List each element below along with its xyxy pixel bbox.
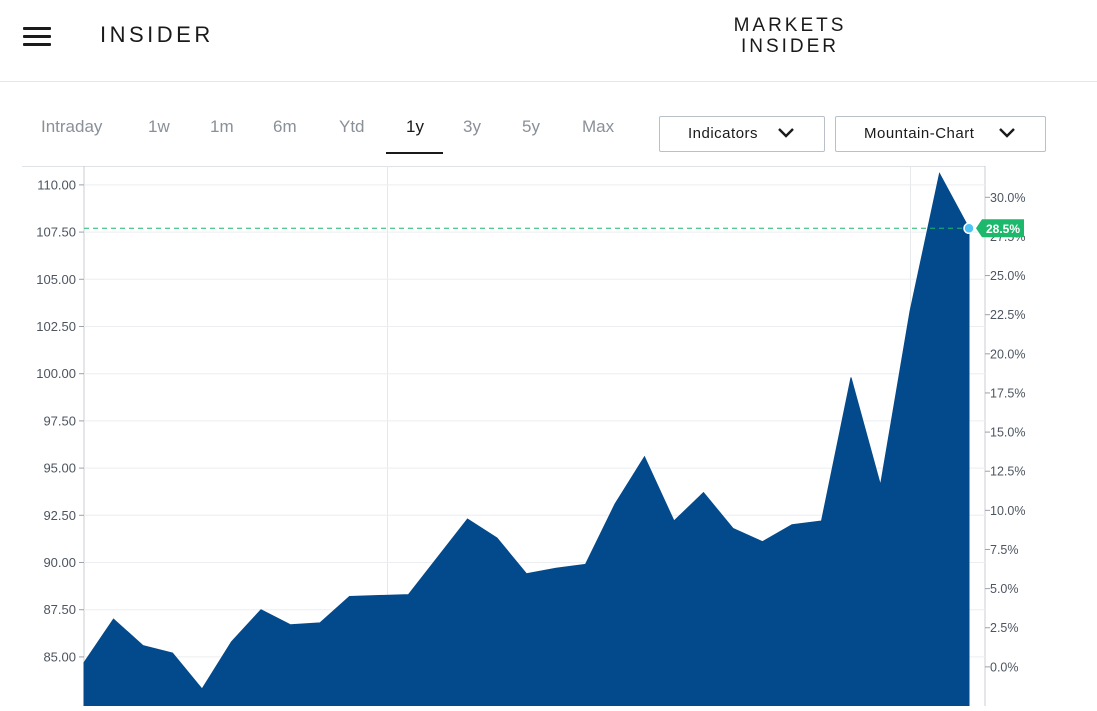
y-left-tick-label: 87.50 bbox=[43, 602, 76, 617]
tab-6m[interactable]: 6m bbox=[273, 117, 297, 136]
y-left-tick-label: 100.00 bbox=[36, 366, 76, 381]
y-left-tick-label: 105.00 bbox=[36, 272, 76, 287]
price-area-series bbox=[83, 172, 970, 707]
tab-max[interactable]: Max bbox=[582, 117, 615, 136]
price-chart[interactable]: 110.00 107.50 105.00 102.50 100.00 97.50 95.00… bbox=[22, 166, 1042, 707]
y-right-tick-label: 12.5% bbox=[990, 465, 1025, 479]
chart-type-dropdown[interactable]: Mountain-Chart bbox=[835, 116, 1046, 152]
current-price-marker bbox=[963, 222, 975, 235]
y-right-tick-label: 30.0% bbox=[990, 191, 1025, 205]
y-right-tick-label: 22.5% bbox=[990, 308, 1025, 322]
chevron-down-icon bbox=[999, 128, 1015, 138]
y-right-tick-label: 2.5% bbox=[990, 621, 1019, 635]
y-left-tick-label: 97.50 bbox=[43, 413, 76, 428]
y-right-tick-label: 7.5% bbox=[990, 543, 1019, 557]
y-left-tick-label: 102.50 bbox=[36, 319, 76, 334]
tab-3y[interactable]: 3y bbox=[463, 117, 481, 136]
y-right-tick-label: 15.0% bbox=[990, 426, 1025, 440]
y-left-tick-label: 107.50 bbox=[36, 225, 76, 240]
y-left-tick-label: 95.00 bbox=[43, 461, 76, 476]
y-right-tick-label: 20.0% bbox=[990, 347, 1025, 361]
markets-insider-logo-line1: MARKETS bbox=[733, 15, 847, 36]
indicators-label: Indicators bbox=[688, 125, 759, 142]
y-left-tick-label: 90.00 bbox=[43, 555, 76, 570]
menu-icon[interactable] bbox=[23, 27, 51, 47]
y-right-tick-label: 0.0% bbox=[990, 660, 1019, 674]
price-chart-svg: 110.00 107.50 105.00 102.50 100.00 97.50 95.00… bbox=[22, 166, 1025, 707]
site-header: INSIDER MARKETS INSIDER bbox=[0, 0, 1097, 82]
y-left-tick-label: 110.00 bbox=[37, 177, 76, 192]
tab-1m[interactable]: 1m bbox=[210, 117, 234, 136]
indicators-dropdown[interactable]: Indicators bbox=[659, 116, 825, 152]
chevron-down-icon bbox=[778, 128, 794, 138]
markets-insider-logo-line2: INSIDER bbox=[740, 36, 840, 57]
change-badge bbox=[976, 219, 1024, 238]
y-right-tick-label: 17.5% bbox=[990, 386, 1025, 400]
y-left-tick-label: 85.00 bbox=[43, 649, 76, 664]
y-right-tick-label: 25.0% bbox=[990, 269, 1025, 283]
tab-intraday[interactable]: Intraday bbox=[41, 117, 103, 136]
active-tab-indicator bbox=[386, 152, 443, 154]
insider-logo[interactable]: INSIDER bbox=[100, 22, 214, 47]
tab-ytd[interactable]: Ytd bbox=[339, 117, 365, 136]
tab-1y[interactable]: 1y bbox=[406, 117, 424, 136]
y-right-tick-label: 10.0% bbox=[990, 504, 1025, 518]
markets-insider-logo[interactable]: MARKETS INSIDER bbox=[729, 15, 851, 57]
tab-1w[interactable]: 1w bbox=[148, 117, 170, 136]
y-left-tick-label: 92.50 bbox=[43, 508, 76, 523]
chart-type-label: Mountain-Chart bbox=[864, 125, 975, 142]
change-badge-label: 28.5% bbox=[986, 222, 1020, 236]
y-right-tick-label: 5.0% bbox=[990, 582, 1019, 596]
tab-5y[interactable]: 5y bbox=[522, 117, 540, 136]
